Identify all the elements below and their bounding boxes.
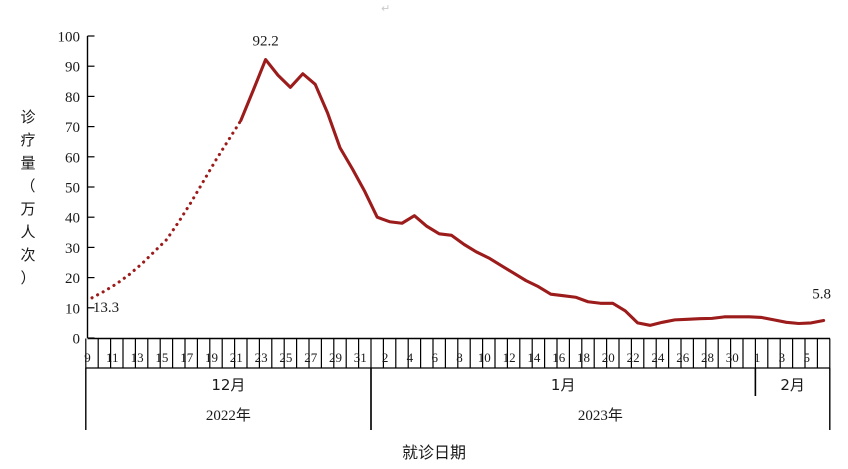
x-tick-label: 28: [701, 350, 714, 365]
x-tick-label: 20: [602, 350, 615, 365]
x-tick-label: 14: [527, 350, 541, 365]
y-tick-label: 50: [65, 181, 80, 197]
x-tick-label: 18: [577, 350, 590, 365]
x-tick-label: 21: [230, 350, 243, 365]
x-tick-label: 16: [552, 350, 566, 365]
y-axis-title: 诊疗量 （ 万人次 ）: [20, 108, 35, 287]
x-tick-label: 5: [803, 350, 810, 365]
x-tick-label: 1: [754, 350, 761, 365]
y-tick-label: 80: [65, 90, 80, 106]
y-axis-title-char: 量: [20, 154, 35, 172]
y-tick-label: 100: [58, 30, 81, 46]
x-tick-label: 19: [205, 350, 218, 365]
y-axis-title-char: 万: [20, 200, 35, 218]
data-series-group: [90, 58, 826, 327]
year-group-label: 2023年: [578, 407, 623, 424]
x-tick-label: 31: [354, 350, 367, 365]
month-group-label: 1月: [551, 376, 576, 394]
y-tick-label: 40: [65, 211, 80, 227]
y-axis-title-char: 人: [20, 223, 35, 241]
month-group-label: 2月: [780, 376, 805, 394]
series-solid-segment: [239, 58, 826, 327]
data-point-label: 13.3: [93, 300, 119, 316]
x-tick-label: 15: [155, 350, 168, 365]
data-annotations: 13.3 92.2 5.8: [93, 34, 831, 316]
x-tick-label: 10: [478, 350, 491, 365]
y-axis-title-char: ）: [20, 269, 35, 287]
x-tick-label: 29: [329, 350, 342, 365]
data-point-label: 5.8: [812, 286, 831, 302]
y-tick-label: 20: [65, 271, 80, 287]
y-axis-title-char: 次: [20, 246, 35, 264]
x-tick-label: 23: [255, 350, 268, 365]
y-axis-title-char: （: [20, 177, 35, 195]
y-tick-label: 10: [65, 301, 80, 317]
data-point-label: 92.2: [252, 34, 278, 50]
x-tick-label: 9: [84, 350, 91, 365]
series-dotted-segment: [90, 119, 243, 300]
x-tick-label: 3: [779, 350, 786, 365]
pilcrow-artifact: ↵: [381, 2, 390, 15]
y-tick-label: 0: [73, 332, 81, 348]
x-axis-title: 就诊日期: [402, 443, 466, 462]
x-tick-label: 25: [279, 350, 292, 365]
x-tick-label: 24: [651, 350, 665, 365]
x-tick-label: 8: [456, 350, 463, 365]
x-tick-label: 12: [503, 350, 516, 365]
x-tick-label: 27: [304, 350, 318, 365]
x-tick-label: 26: [676, 350, 690, 365]
x-tick-label: 6: [431, 350, 438, 365]
x-tick-label: 11: [106, 350, 119, 365]
y-tick-label: 30: [65, 241, 80, 257]
y-axis-title-char: 疗: [20, 131, 35, 149]
x-tick-label: 13: [131, 350, 144, 365]
x-tick-label: 17: [180, 350, 194, 365]
y-tick-label: 90: [65, 60, 80, 76]
y-tick-label: 60: [65, 150, 80, 166]
year-group-label: 2022年: [206, 407, 251, 424]
x-tick-label: 4: [407, 350, 414, 365]
y-tick-label: 70: [65, 120, 80, 136]
y-axis-title-char: 诊: [20, 108, 35, 126]
x-tick-label: 30: [726, 350, 739, 365]
month-group-label: 12月: [211, 376, 245, 394]
x-axis-label-area: 9 11 13 15 17 19 21 23 25 27 29 31 2 4 6 8 10 12 14 16 18 20 2…: [84, 338, 831, 462]
x-tick-label: 22: [627, 350, 640, 365]
x-tick-label: 2: [382, 350, 389, 365]
y-axis-ticks: 0 10 20 30 40 50 60 70 80 90 100: [58, 30, 95, 348]
